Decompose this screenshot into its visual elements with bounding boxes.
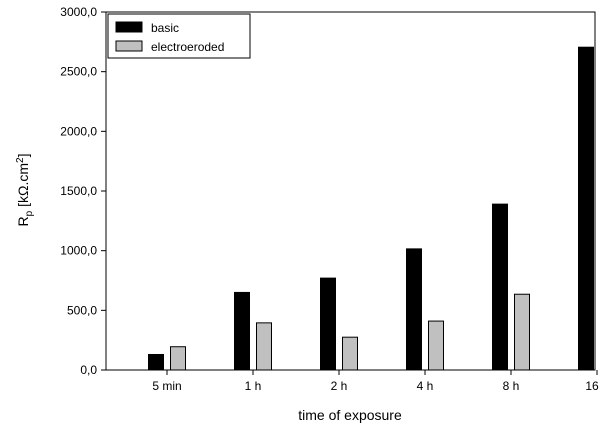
bar-basic-5 <box>578 46 594 371</box>
bar-basic-0 <box>148 353 164 371</box>
legend: basic electroeroded <box>107 13 251 59</box>
y-axis-title-unit: [kΩ.cm <box>15 163 31 211</box>
x-axis-labels: 5 min 1 h 2 h 4 h 8 h 16 h <box>152 370 599 393</box>
bar-electroeroded-4 <box>514 293 530 371</box>
bars-group <box>148 46 594 371</box>
y-tick-label: 500,0 <box>67 303 97 317</box>
bar-electroeroded-3 <box>428 320 444 371</box>
y-tick-label: 0,0 <box>80 363 97 377</box>
legend-swatch-electroeroded <box>115 40 143 52</box>
y-axis-ticks: 0,0 500,0 1000,0 1500,0 2000,0 2500,0 3000,0 <box>60 5 106 377</box>
x-tick-label: 2 h <box>331 379 348 393</box>
legend-label-basic: basic <box>151 21 179 35</box>
legend-swatch-basic <box>115 21 143 33</box>
x-tick-label: 5 min <box>152 379 181 393</box>
x-tick-label: 8 h <box>503 379 520 393</box>
bar-basic-3 <box>406 248 422 371</box>
bar-electroeroded-0 <box>170 346 186 371</box>
legend-label-electroeroded: electroeroded <box>151 40 224 54</box>
x-axis-title: time of exposure <box>298 407 402 423</box>
y-tick-label: 1000,0 <box>60 244 97 258</box>
y-tick-label: 1500,0 <box>60 184 97 198</box>
y-tick-label: 2500,0 <box>60 65 97 79</box>
y-axis-title-main: R <box>15 216 31 226</box>
bar-basic-1 <box>234 291 250 371</box>
bar-electroeroded-1 <box>256 322 272 371</box>
y-axis-title-sup: 2 <box>15 157 26 163</box>
y-tick-label: 2000,0 <box>60 124 97 138</box>
bar-electroeroded-2 <box>342 336 358 371</box>
bar-basic-4 <box>492 203 508 371</box>
y-axis-title-sub: p <box>24 210 35 216</box>
x-tick-label: 1 h <box>245 379 262 393</box>
x-tick-label: 4 h <box>417 379 434 393</box>
y-axis-title-close: ] <box>15 154 31 158</box>
y-axis-title: Rp [kΩ.cm2] <box>15 154 35 227</box>
bar-basic-2 <box>320 277 336 371</box>
x-tick-label: 16 h <box>585 379 599 393</box>
y-tick-label: 3000,0 <box>60 5 97 19</box>
